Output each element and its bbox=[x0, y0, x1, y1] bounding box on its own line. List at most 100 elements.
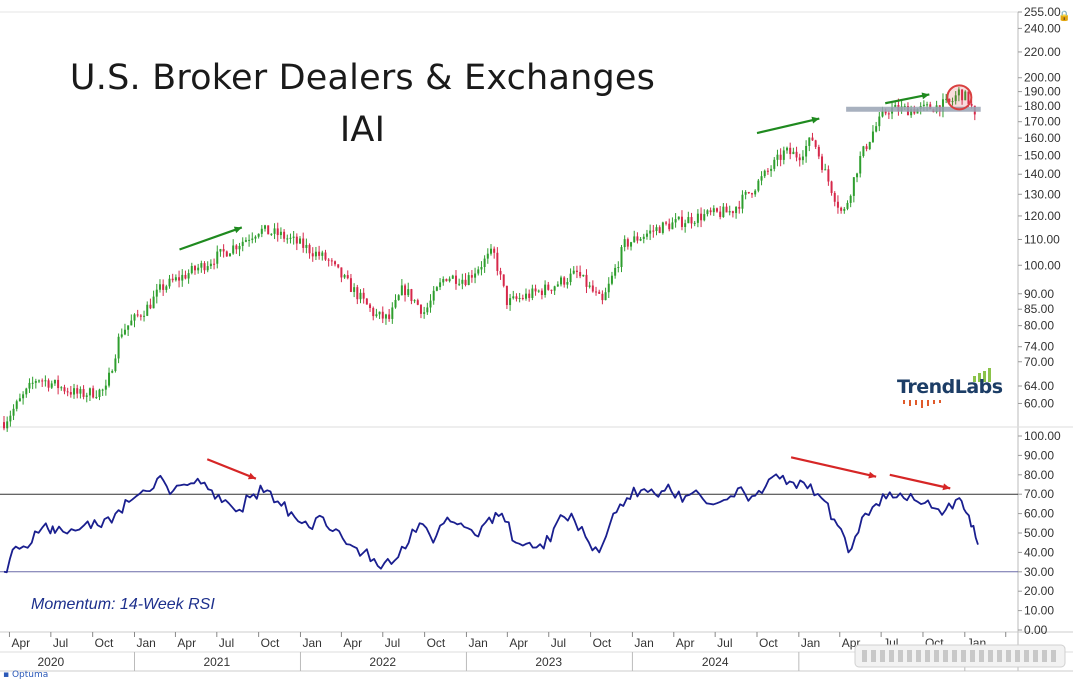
rsi-tick-label: 40.00 bbox=[1024, 545, 1054, 559]
price-tick-label: 120.00 bbox=[1024, 209, 1061, 223]
price-bar-body bbox=[964, 91, 967, 101]
price-bar-body bbox=[731, 211, 734, 214]
price-bar-body bbox=[216, 251, 219, 264]
month-label: Oct bbox=[593, 636, 612, 650]
price-bar-body bbox=[200, 263, 203, 268]
price-bar-body bbox=[225, 251, 228, 257]
price-bar-body bbox=[773, 159, 776, 169]
price-bar-body bbox=[868, 141, 871, 150]
price-bar-body bbox=[98, 389, 101, 397]
price-bar-body bbox=[763, 170, 766, 177]
price-bar-body bbox=[330, 260, 333, 262]
price-bar-body bbox=[894, 105, 897, 108]
price-bar-body bbox=[311, 253, 314, 257]
month-label: Oct bbox=[261, 636, 280, 650]
optuma-footer-logo: ▪ Optuma bbox=[3, 670, 49, 680]
scrollbar-grip bbox=[943, 650, 948, 662]
price-bar-body bbox=[537, 290, 540, 292]
price-bar-body bbox=[544, 284, 547, 295]
month-label: Apr bbox=[343, 636, 362, 650]
lock-icon[interactable]: 🔒 bbox=[1058, 11, 1071, 22]
rsi-line bbox=[3, 473, 979, 574]
time-axis: Apr Jul Oct Jan Apr Jul Oct Jan Apr Jul Oct Jan Apr J… bbox=[8, 632, 1007, 671]
scrollbar-grip bbox=[988, 650, 993, 662]
price-bar-body bbox=[878, 116, 881, 127]
price-bar-body bbox=[757, 180, 760, 191]
price-bar-body bbox=[598, 291, 601, 294]
scrollbar-grip bbox=[934, 650, 939, 662]
price-bar-body bbox=[6, 421, 9, 429]
price-bar-body bbox=[728, 211, 731, 213]
month-label: Apr bbox=[509, 636, 528, 650]
price-bar-body bbox=[248, 239, 251, 241]
scrollbar-grip bbox=[1015, 650, 1020, 662]
price-bar-body bbox=[155, 289, 158, 297]
price-bar-body bbox=[610, 275, 613, 284]
price-bar-body bbox=[353, 287, 356, 292]
rsi-tick-label: 0.00 bbox=[1024, 623, 1048, 637]
price-bar-body bbox=[57, 379, 60, 389]
horizontal-scrollbar[interactable] bbox=[854, 644, 1066, 668]
price-bar-body bbox=[633, 236, 636, 243]
price-bar-body bbox=[38, 380, 41, 382]
price-bar-body bbox=[76, 388, 79, 394]
price-tick-label: 190.00 bbox=[1024, 85, 1061, 99]
price-bar-body bbox=[18, 398, 21, 402]
price-bar-body bbox=[356, 287, 359, 300]
price-bar-body bbox=[254, 236, 257, 239]
logo-text: TrendLabs bbox=[897, 376, 1003, 398]
price-bar-body bbox=[887, 113, 890, 115]
price-bar-body bbox=[108, 372, 111, 386]
scrollbar-grip bbox=[961, 650, 966, 662]
price-bar-body bbox=[750, 193, 753, 195]
month-label: Jul bbox=[385, 636, 400, 650]
price-bar-body bbox=[146, 304, 149, 316]
price-bar-body bbox=[827, 169, 830, 182]
price-tick-label: 150.00 bbox=[1024, 149, 1061, 163]
price-bar-body bbox=[719, 211, 722, 217]
price-tick-label: 255.00 bbox=[1024, 5, 1061, 19]
price-bar-body bbox=[251, 238, 254, 240]
price-bar-body bbox=[875, 126, 878, 132]
price-bar-body bbox=[671, 222, 674, 230]
price-bar-body bbox=[970, 103, 973, 106]
month-label: Oct bbox=[759, 636, 778, 650]
price-bar-body bbox=[509, 298, 512, 306]
price-bar-body bbox=[419, 304, 422, 314]
price-bar-body bbox=[786, 147, 789, 151]
price-bar-body bbox=[954, 95, 957, 102]
price-bar-body bbox=[458, 283, 461, 285]
year-label: 2024 bbox=[702, 655, 729, 669]
price-bar-body bbox=[496, 252, 499, 271]
price-bar-body bbox=[661, 222, 664, 233]
price-bar-body bbox=[789, 147, 792, 155]
price-bar-body bbox=[139, 315, 142, 317]
price-bar-body bbox=[563, 277, 566, 285]
price-bar-body bbox=[528, 293, 531, 298]
rsi-axis: 100.00 90.00 80.00 70.00 60.00 50.00 40.00 30.0… bbox=[1018, 429, 1061, 637]
price-bar-body bbox=[439, 282, 442, 288]
rsi-tick-label: 50.00 bbox=[1024, 526, 1054, 540]
price-bar-body bbox=[171, 278, 174, 281]
price-tick-label: 64.00 bbox=[1024, 379, 1054, 393]
price-bar-body bbox=[747, 191, 750, 194]
price-bar-body bbox=[470, 275, 473, 278]
scrollbar-grip bbox=[916, 650, 921, 662]
rsi-tick-label: 60.00 bbox=[1024, 507, 1054, 521]
price-bar-body bbox=[674, 219, 677, 223]
price-bar-body bbox=[725, 206, 728, 213]
price-bar-body bbox=[843, 208, 846, 211]
price-bar-body bbox=[232, 245, 235, 254]
price-tick-label: 180.00 bbox=[1024, 99, 1061, 113]
trendlabs-logo: TrendLabs bbox=[897, 368, 1007, 412]
red-arrow-2025a bbox=[790, 456, 877, 478]
price-bar-body bbox=[321, 252, 324, 256]
green-arrow-2025-head bbox=[921, 92, 930, 100]
price-bar-body bbox=[104, 385, 107, 390]
price-bar-body bbox=[655, 227, 658, 231]
price-bar-body bbox=[881, 111, 884, 117]
month-label: Jan bbox=[302, 636, 321, 650]
chart-subtitle: IAI bbox=[339, 110, 386, 150]
red-arrow-2021 bbox=[206, 458, 257, 480]
